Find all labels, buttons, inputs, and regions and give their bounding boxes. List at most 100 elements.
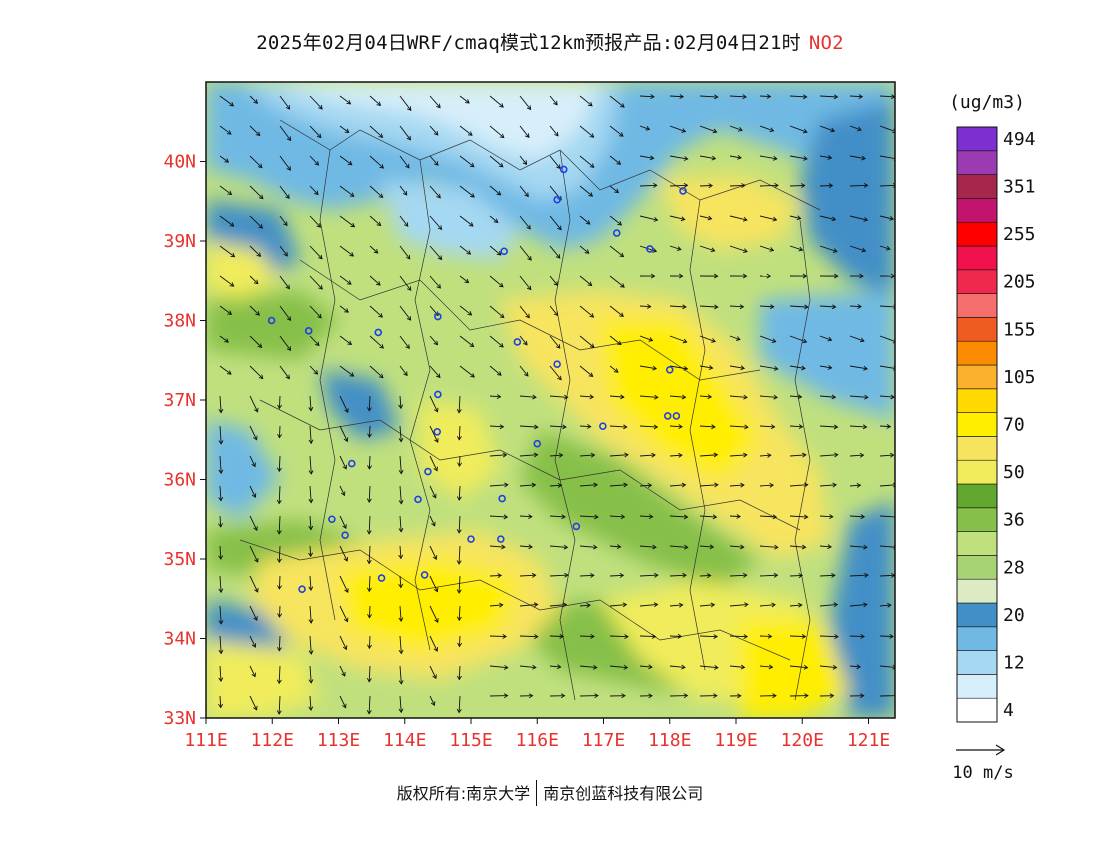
wind-arrow-head: [218, 620, 224, 625]
wind-arrow: [729, 395, 748, 398]
legend-label: 494: [1003, 129, 1036, 150]
wind-arrow-head: [620, 103, 625, 108]
wind-arrow-head: [257, 163, 263, 169]
wind-arrow: [819, 95, 838, 98]
wind-arrow: [609, 574, 624, 577]
wind-arrow-head: [557, 195, 562, 201]
wind-arrow-head: [798, 573, 804, 578]
legend-swatch: [956, 626, 998, 651]
wind-arrow-head: [616, 544, 622, 550]
wind-arrow-head: [588, 372, 594, 377]
wind-arrow-head: [614, 188, 620, 194]
reference-arrow-head: [995, 744, 1006, 756]
wind-arrow-head: [827, 544, 832, 550]
wind-arrow: [759, 515, 777, 518]
wind-arrow: [429, 365, 441, 378]
city-marker: [559, 165, 568, 174]
wind-arrow-head: [707, 215, 713, 221]
wind-arrow: [819, 335, 832, 341]
wind-arrow-head: [277, 433, 283, 439]
wind-arrow-head: [498, 602, 504, 608]
x-tick-label: 116E: [516, 730, 559, 751]
wind-arrow: [339, 665, 346, 677]
wind-arrow: [219, 545, 222, 560]
wind-arrow-head: [741, 183, 746, 188]
wind-arrow: [849, 484, 861, 487]
wind-arrow-head: [378, 313, 383, 318]
wind-arrow-head: [863, 182, 869, 188]
wind-arrow: [399, 455, 402, 474]
wind-arrow: [669, 215, 685, 220]
wind-arrow-head: [456, 616, 462, 622]
wind-arrow-head: [526, 105, 532, 111]
wind-arrow: [399, 95, 412, 111]
wind-arrow-head: [590, 573, 595, 578]
wind-arrow-head: [258, 374, 264, 380]
wind-arrow-head: [496, 394, 502, 400]
wind-arrow: [459, 305, 472, 316]
wind-arrow: [789, 635, 806, 638]
wind-arrow-head: [405, 344, 410, 349]
wind-arrow: [429, 395, 438, 412]
wind-arrow: [639, 215, 658, 221]
wind-arrow: [249, 515, 258, 531]
wind-arrow-head: [340, 491, 346, 497]
wind-arrow: [699, 484, 718, 487]
wind-arrow: [429, 575, 438, 592]
wind-arrow-head: [286, 346, 292, 351]
copyright-right: 南京创蓝科技有限公司: [543, 784, 704, 803]
wind-arrow-head: [432, 674, 437, 680]
wind-arrow-head: [308, 470, 314, 475]
legend-frame: [956, 126, 998, 723]
wind-arrow-head: [618, 132, 624, 137]
wind-arrow-head: [469, 162, 475, 168]
wind-arrow: [669, 545, 688, 548]
wind-arrow: [458, 695, 461, 713]
wind-arrow: [399, 365, 408, 376]
wind-arrow-head: [317, 313, 322, 319]
wind-arrow: [219, 455, 222, 474]
wind-arrow-head: [859, 337, 865, 343]
wind-arrow: [759, 95, 771, 98]
wind-arrow: [879, 125, 895, 132]
wind-arrow: [458, 395, 461, 413]
wind-arrow-head: [681, 128, 687, 133]
wind-arrow: [669, 305, 686, 308]
wind-arrow-head: [253, 526, 258, 532]
wind-arrow-head: [864, 394, 869, 400]
wind-arrow: [219, 365, 232, 375]
wind-arrow-head: [285, 284, 290, 290]
wind-arrow-head: [318, 254, 323, 260]
wind-arrow-head: [276, 499, 282, 505]
wind-arrow-head: [523, 340, 528, 346]
wind-arrow: [399, 335, 410, 349]
wind-arrow-head: [833, 602, 839, 608]
wind-arrow-head: [802, 338, 808, 344]
legend-swatch: [956, 578, 998, 604]
wind-arrow: [879, 425, 891, 428]
wind-arrow-head: [678, 424, 683, 430]
legend-swatch: [956, 483, 998, 509]
wind-arrow-head: [254, 557, 259, 563]
wind-arrow: [219, 605, 222, 624]
wind-arrow: [849, 604, 867, 607]
wind-arrow: [458, 605, 461, 621]
wind-arrow: [369, 155, 384, 169]
wind-arrow: [519, 305, 530, 318]
wind-arrow-head: [617, 221, 623, 226]
wind-arrow: [249, 455, 256, 467]
wind-arrow-head: [831, 216, 837, 222]
wind-arrow-head: [398, 499, 404, 505]
wind-arrow: [489, 155, 504, 168]
wind-arrow-head: [366, 407, 372, 412]
wind-arrow: [429, 605, 439, 623]
wind-arrow-head: [834, 634, 839, 639]
wind-arrow: [459, 365, 475, 378]
wind-arrow-head: [802, 452, 807, 458]
legend-label: 20: [1003, 605, 1025, 626]
city-marker: [663, 412, 672, 420]
wind-arrow-head: [366, 709, 372, 715]
wind-arrow: [789, 574, 803, 577]
wind-arrow: [249, 125, 261, 136]
